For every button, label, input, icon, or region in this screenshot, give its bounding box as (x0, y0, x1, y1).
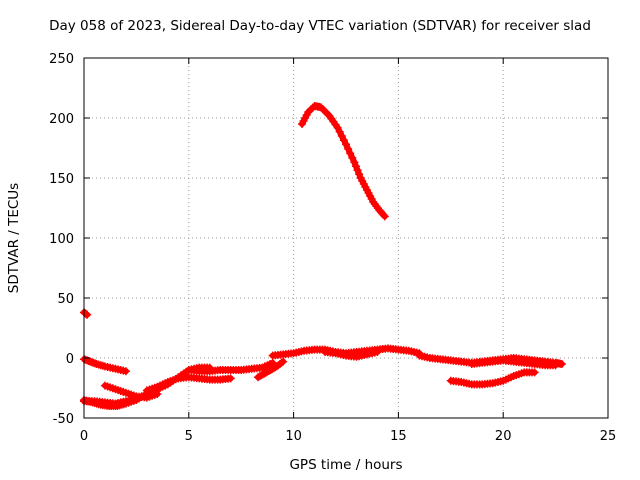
data-point (351, 162, 360, 171)
data-point (353, 166, 362, 175)
data-point (279, 357, 288, 366)
grid-lines (84, 58, 608, 418)
data-point (530, 368, 539, 377)
x-tick-label: 20 (495, 429, 512, 444)
data-point (153, 390, 162, 398)
series-track-g (142, 373, 235, 395)
data-point (337, 132, 346, 140)
data-point (226, 374, 235, 383)
data-point (380, 212, 389, 221)
x-tick-label: 0 (80, 429, 88, 444)
data-point (348, 153, 357, 162)
data-point (373, 348, 382, 356)
data-point (333, 123, 342, 132)
y-tick-label: -50 (53, 412, 74, 427)
data-point (350, 158, 359, 167)
data-point (339, 136, 348, 145)
data-point (346, 149, 355, 158)
y-tick-label: 100 (49, 232, 74, 247)
x-tick-label: 5 (185, 429, 193, 444)
data-point (342, 140, 350, 149)
series-track-c (80, 355, 130, 376)
series-track-a (297, 102, 389, 221)
series-track-n (467, 356, 560, 370)
data-point (379, 210, 388, 219)
data-point (355, 170, 364, 179)
series-track-i (253, 357, 288, 382)
y-tick-label: 0 (66, 352, 74, 367)
data-series (80, 102, 566, 410)
x-tick-label: 25 (600, 429, 617, 444)
data-point (551, 361, 560, 370)
data-point (121, 367, 130, 376)
series-track-f (100, 381, 162, 402)
y-tick-label: 250 (49, 52, 74, 67)
x-axis-label: GPS time / hours (289, 457, 403, 473)
series-track-h (184, 358, 277, 376)
series-track-b (80, 308, 92, 319)
series-track-m (446, 368, 539, 389)
data-point (344, 144, 353, 153)
data-point (335, 127, 344, 136)
data-point (277, 358, 286, 367)
chart-title: Day 058 of 2023, Sidereal Day-to-day VTE… (49, 18, 591, 34)
axis-ticks: 0 5 10 15 20 25 -50 0 50 100 150 200 250 (49, 52, 616, 444)
x-tick-label: 10 (285, 429, 302, 444)
x-tick-label: 15 (390, 429, 407, 444)
y-tick-label: 50 (57, 292, 74, 307)
data-point (557, 360, 566, 368)
series-track-k (321, 348, 382, 361)
y-tick-label: 150 (49, 172, 74, 187)
y-tick-label: 200 (49, 112, 74, 127)
